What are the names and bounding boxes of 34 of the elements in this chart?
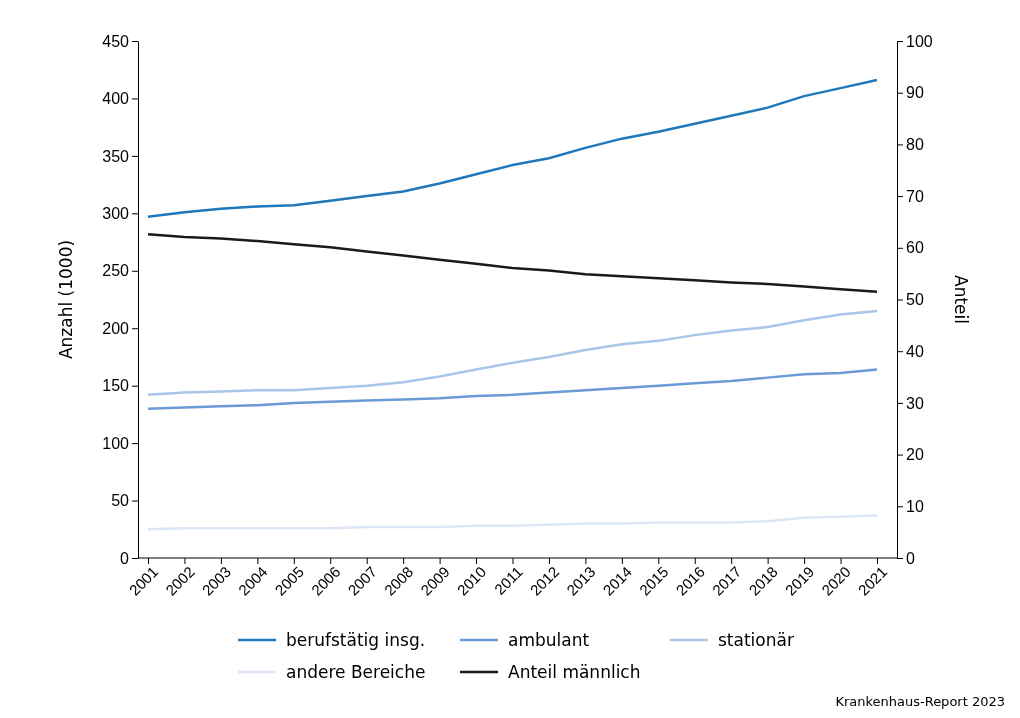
y-axis-title: Anzahl (1000) (56, 239, 76, 360)
y-tick-label: 200 (102, 319, 130, 337)
y2-tick-label: 0 (906, 549, 915, 567)
legend-label: Anteil männlich (508, 661, 641, 682)
y2-tick-label: 60 (906, 239, 924, 257)
line-series (146, 309, 879, 397)
line-series (146, 78, 879, 219)
y-tick-label: 50 (111, 492, 130, 510)
y2-tick-label: 80 (906, 136, 924, 154)
y-tick-label: 250 (102, 262, 130, 280)
y2-tick-label: 20 (906, 446, 924, 464)
legend-label: ambulant (508, 629, 590, 650)
y2-tick-label: 90 (906, 84, 924, 102)
y-tick-label: 150 (102, 377, 130, 395)
y2-tick-label: 100 (906, 32, 933, 50)
y-tick-label: 100 (102, 434, 130, 452)
y2-tick-label: 50 (906, 291, 924, 309)
y-tick-label: 350 (102, 147, 130, 165)
text: Krankenhaus-Report 2023 (835, 694, 1005, 709)
line-series (146, 233, 879, 293)
line-series (146, 514, 879, 531)
y-tick-label: 450 (102, 32, 130, 50)
y2-tick-label: 10 (906, 497, 924, 515)
y2-tick-label: 30 (906, 394, 924, 412)
y2-axis-title: Anteil (951, 275, 971, 324)
line-series (146, 368, 879, 410)
y2-tick-label: 40 (906, 342, 924, 360)
legend-label: andere Bereiche (286, 661, 426, 682)
y-tick-label: 300 (102, 204, 130, 222)
y-tick-label: 400 (102, 90, 130, 108)
y-tick-label: 0 (120, 549, 130, 567)
legend-label: stationär (718, 629, 794, 650)
y2-tick-label: 70 (906, 187, 924, 205)
legend-label: berufstätig insg. (286, 629, 426, 650)
